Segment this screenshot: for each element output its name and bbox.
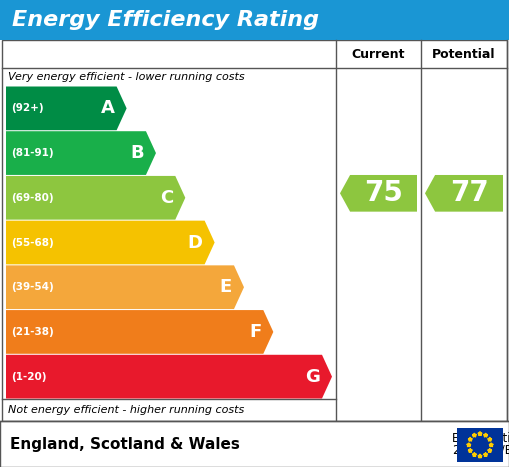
Text: D: D bbox=[188, 234, 203, 252]
Polygon shape bbox=[468, 437, 472, 441]
Polygon shape bbox=[6, 265, 244, 309]
Bar bbox=[0, 0, 509, 40]
Text: EU Directive: EU Directive bbox=[452, 432, 509, 445]
Text: (39-54): (39-54) bbox=[11, 282, 54, 292]
Text: Not energy efficient - higher running costs: Not energy efficient - higher running co… bbox=[8, 405, 244, 415]
Text: (81-91): (81-91) bbox=[11, 148, 53, 158]
Text: (92+): (92+) bbox=[11, 103, 44, 113]
Text: (21-38): (21-38) bbox=[11, 327, 54, 337]
Text: C: C bbox=[160, 189, 173, 207]
Text: (69-80): (69-80) bbox=[11, 193, 53, 203]
Polygon shape bbox=[478, 454, 482, 458]
Polygon shape bbox=[6, 220, 215, 264]
Text: Energy Efficiency Rating: Energy Efficiency Rating bbox=[12, 10, 319, 30]
Polygon shape bbox=[6, 176, 185, 219]
Text: E: E bbox=[220, 278, 232, 296]
Polygon shape bbox=[6, 86, 127, 130]
Polygon shape bbox=[484, 433, 488, 437]
Text: Current: Current bbox=[352, 48, 405, 61]
Text: G: G bbox=[305, 368, 320, 386]
Text: (55-68): (55-68) bbox=[11, 238, 54, 248]
Polygon shape bbox=[478, 432, 482, 436]
Bar bbox=[457, 428, 503, 462]
Polygon shape bbox=[340, 175, 417, 212]
Polygon shape bbox=[488, 437, 492, 441]
Polygon shape bbox=[6, 131, 156, 175]
Polygon shape bbox=[6, 310, 273, 354]
Polygon shape bbox=[468, 448, 472, 453]
Polygon shape bbox=[489, 443, 493, 447]
Text: (1-20): (1-20) bbox=[11, 372, 46, 382]
Text: F: F bbox=[249, 323, 261, 341]
Polygon shape bbox=[472, 453, 476, 457]
Text: England, Scotland & Wales: England, Scotland & Wales bbox=[10, 437, 240, 452]
Polygon shape bbox=[488, 448, 492, 453]
Text: 75: 75 bbox=[364, 179, 403, 207]
Text: 77: 77 bbox=[449, 179, 489, 207]
Bar bbox=[2, 40, 507, 421]
Polygon shape bbox=[467, 443, 471, 447]
Text: A: A bbox=[101, 99, 115, 117]
Polygon shape bbox=[484, 453, 488, 457]
Text: B: B bbox=[130, 144, 144, 162]
Polygon shape bbox=[6, 355, 332, 398]
Text: Potential: Potential bbox=[432, 48, 496, 61]
Bar bbox=[0, 421, 509, 467]
Text: 2002/91/EC: 2002/91/EC bbox=[452, 444, 509, 457]
Text: Very energy efficient - lower running costs: Very energy efficient - lower running co… bbox=[8, 72, 245, 82]
Polygon shape bbox=[425, 175, 503, 212]
Polygon shape bbox=[472, 433, 476, 437]
